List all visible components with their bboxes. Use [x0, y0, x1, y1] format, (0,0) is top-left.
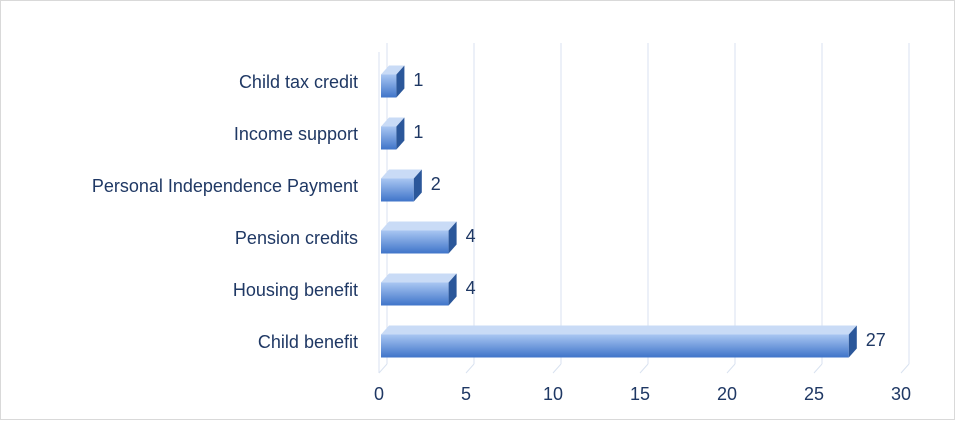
x-tick-label: 15: [630, 384, 650, 404]
bar-top-4: [381, 117, 405, 127]
bar-top-3: [381, 169, 422, 179]
gridline-floor-10: [552, 363, 562, 374]
x-tick-label: 10: [543, 384, 563, 404]
gridlines: [378, 43, 910, 374]
gridline-floor-25: [813, 363, 823, 374]
gridline-floor-30: [900, 363, 910, 374]
bar-end-5: [396, 65, 405, 98]
category-label: Personal Independence Payment: [92, 176, 358, 196]
x-tick-label: 5: [461, 384, 471, 404]
bar: [381, 230, 449, 254]
gridline-floor-5: [465, 363, 475, 374]
data-label: 1: [413, 122, 423, 142]
data-label: 4: [466, 226, 476, 246]
bar-top-5: [381, 65, 405, 75]
gridline-floor-20: [726, 363, 736, 374]
gridline-floor-15: [639, 363, 649, 374]
x-tick-label: 30: [891, 384, 911, 404]
bar-end-1: [448, 273, 457, 306]
bar: [381, 178, 414, 202]
data-label: 1: [413, 70, 423, 90]
bar: [381, 126, 397, 150]
bar: [381, 74, 397, 98]
category-label: Child tax credit: [239, 72, 358, 92]
bar-end-2: [448, 221, 457, 254]
category-label: Child benefit: [258, 332, 358, 352]
bar-end-3: [413, 169, 422, 202]
bar-end-0: [848, 325, 857, 358]
gridline-floor-0: [378, 363, 388, 374]
bars: [381, 65, 857, 358]
data-label: 2: [431, 174, 441, 194]
category-label: Housing benefit: [233, 280, 358, 300]
bar-end-4: [396, 117, 405, 150]
x-tick-label: 20: [717, 384, 737, 404]
bar-top-2: [381, 221, 457, 231]
category-label: Pension credits: [235, 228, 358, 248]
bar-top-0: [381, 325, 857, 335]
x-tick-label: 0: [374, 384, 384, 404]
x-tick-label: 25: [804, 384, 824, 404]
bar: [381, 334, 849, 358]
data-label: 4: [466, 278, 476, 298]
labels: 0 5 10 15 20 25 30 Child benefit 27 Housing benef…: [92, 70, 911, 404]
bar: [381, 282, 449, 306]
category-label: Income support: [234, 124, 358, 144]
data-label: 27: [866, 330, 886, 350]
bar-top-1: [381, 273, 457, 283]
